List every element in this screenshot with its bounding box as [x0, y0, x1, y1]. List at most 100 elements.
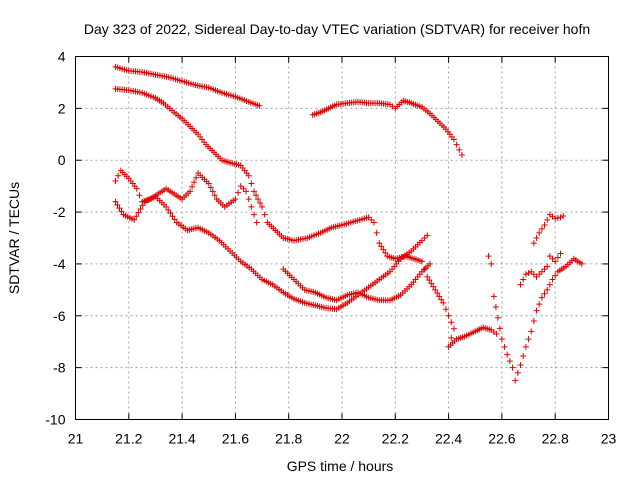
data-point	[522, 343, 529, 350]
data-point	[506, 358, 513, 365]
data-point	[365, 214, 372, 221]
series-track-g	[485, 253, 585, 384]
data-point	[418, 258, 425, 265]
data-point	[504, 351, 511, 358]
data-point	[552, 215, 559, 222]
data-point	[261, 211, 268, 218]
x-tick-label: 21	[68, 431, 84, 447]
data-point	[430, 283, 437, 290]
x-tick-label: 22	[334, 431, 350, 447]
x-tick-label: 22.8	[542, 431, 569, 447]
data-point	[255, 196, 262, 203]
y-tick-label: -4	[53, 256, 66, 272]
data-point	[541, 266, 548, 273]
data-point	[494, 314, 501, 321]
data-point	[211, 192, 218, 199]
data-point	[243, 188, 250, 195]
series-track-c	[112, 167, 260, 226]
data-point	[116, 205, 123, 212]
data-point	[112, 177, 119, 184]
data-point	[114, 201, 121, 208]
data-point	[248, 180, 255, 187]
x-tick-label: 21.2	[115, 431, 142, 447]
data-point	[245, 172, 252, 179]
data-point	[488, 260, 495, 267]
chart-title: Day 323 of 2022, Sidereal Day-to-day VTE…	[84, 21, 590, 37]
data-point	[549, 255, 556, 262]
data-point	[450, 325, 457, 332]
data-point	[434, 290, 441, 297]
data-point	[549, 276, 556, 283]
series-track-d	[112, 193, 431, 313]
x-tick-label: 21.8	[275, 431, 302, 447]
data-point	[544, 286, 551, 293]
data-point	[376, 240, 383, 247]
data-point	[370, 219, 377, 226]
series-track-h	[517, 250, 564, 288]
data-point	[512, 377, 519, 384]
data-point	[428, 280, 435, 287]
data-point	[235, 189, 242, 196]
data-point	[112, 198, 119, 205]
data-point	[453, 141, 460, 148]
data-point	[514, 369, 521, 376]
data-point	[368, 216, 375, 223]
data-point	[536, 301, 543, 308]
data-point	[520, 276, 527, 283]
series-track-e	[280, 260, 433, 304]
data-point	[485, 253, 492, 260]
data-point	[544, 216, 551, 223]
data-point	[131, 216, 138, 223]
data-point	[501, 343, 508, 350]
data-point	[528, 328, 535, 335]
data-point	[139, 202, 146, 209]
data-point	[538, 294, 545, 301]
x-tick-label: 22.4	[435, 431, 462, 447]
data-point	[517, 281, 524, 288]
data-point	[133, 213, 140, 220]
data-point	[509, 364, 516, 371]
axis-ticks: 21 21.2 21.4 21.6 21.8 22 22.2 22.4 22.6 22.8 23 -1…	[45, 49, 616, 447]
data-point	[237, 183, 244, 190]
series-track-i	[530, 211, 567, 247]
series-track-a	[112, 63, 263, 109]
data-point	[115, 172, 122, 179]
data-point	[536, 271, 543, 278]
data-point	[492, 304, 499, 311]
data-point	[136, 192, 143, 199]
data-point	[207, 184, 214, 191]
data-point	[193, 174, 200, 181]
y-tick-label: -6	[53, 308, 66, 324]
data-point	[426, 260, 433, 267]
series-track-f	[309, 97, 465, 159]
data-point	[421, 235, 428, 241]
data-point	[456, 146, 463, 153]
data-point	[522, 271, 529, 278]
data-point	[253, 219, 260, 226]
data-point	[493, 330, 500, 337]
grid-layer	[75, 56, 609, 420]
data-point	[418, 237, 425, 244]
y-tick-label: 0	[58, 152, 66, 168]
data-point	[432, 286, 439, 293]
data-point	[533, 273, 540, 280]
data-point	[163, 203, 170, 210]
data-point	[189, 183, 196, 190]
data-point	[448, 334, 455, 341]
x-tick-label: 23	[601, 431, 617, 447]
data-point	[256, 102, 263, 109]
data-point	[552, 258, 559, 265]
data-point	[533, 307, 540, 314]
data-point	[557, 250, 564, 257]
data-point	[538, 225, 545, 232]
data-point	[557, 214, 564, 221]
data-point	[496, 325, 503, 332]
data-points	[112, 63, 585, 384]
data-point	[544, 263, 551, 270]
data-point	[438, 296, 445, 303]
data-point	[445, 312, 452, 319]
y-tick-label: 4	[58, 49, 66, 65]
data-point	[191, 179, 198, 186]
data-point	[520, 352, 527, 359]
data-point	[209, 188, 216, 195]
